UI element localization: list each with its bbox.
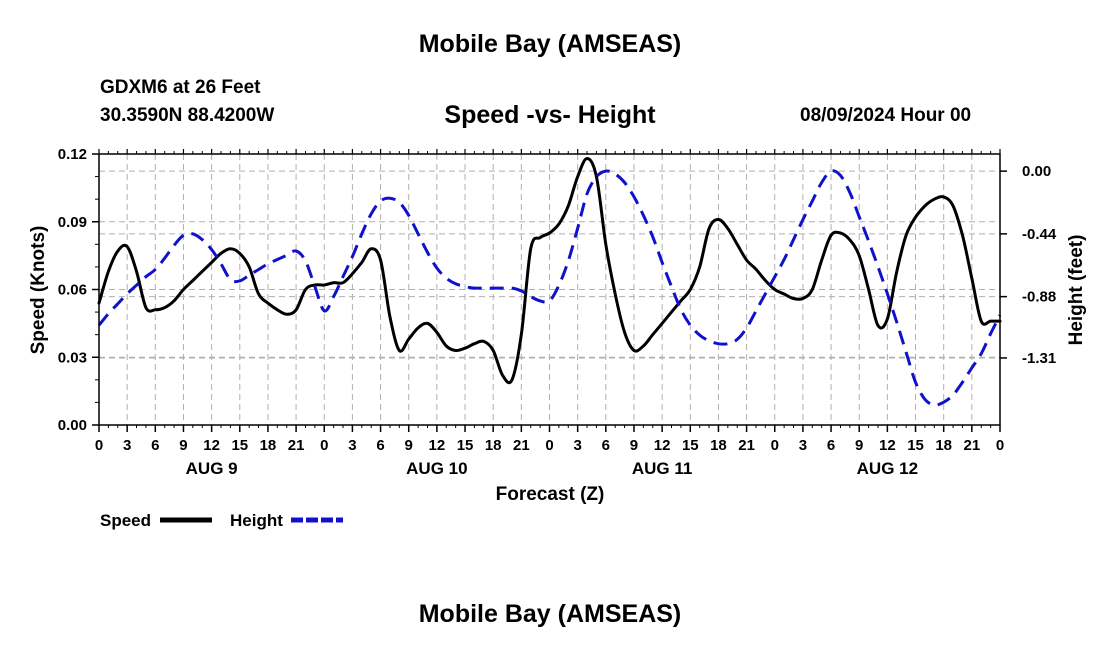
x-axis-title: Forecast (Z) bbox=[496, 484, 605, 505]
main-title: Mobile Bay (AMSEAS) bbox=[418, 30, 682, 58]
day-label: AUG 9 bbox=[186, 459, 238, 478]
x-tick-label: 6 bbox=[827, 437, 835, 454]
x-tick-label: 15 bbox=[907, 437, 924, 454]
day-label: AUG 10 bbox=[406, 459, 467, 478]
y2-tick-label: -0.88 bbox=[1022, 289, 1056, 306]
x-tick-label: 12 bbox=[203, 437, 220, 454]
x-tick-label: 12 bbox=[429, 437, 446, 454]
axis-ticks bbox=[92, 149, 1007, 432]
x-tick-label: 21 bbox=[288, 437, 305, 454]
y2-tick-label: -1.31 bbox=[1022, 350, 1056, 367]
x-tick-label: 18 bbox=[485, 437, 502, 454]
x-tick-label: 6 bbox=[602, 437, 610, 454]
x-tick-label: 0 bbox=[545, 437, 553, 454]
series-layer bbox=[97, 157, 1002, 407]
x-tick-label: 9 bbox=[855, 437, 863, 454]
x-tick-label: 0 bbox=[320, 437, 328, 454]
x-tick-label: 9 bbox=[630, 437, 638, 454]
speed-series-line bbox=[97, 157, 1002, 385]
x-tick-label: 3 bbox=[123, 437, 131, 454]
x-tick-label: 6 bbox=[376, 437, 384, 454]
x-tick-label: 15 bbox=[457, 437, 474, 454]
x-tick-label: 0 bbox=[771, 437, 779, 454]
bottom-title: Mobile Bay (AMSEAS) bbox=[418, 600, 682, 628]
y-tick-label: 0.12 bbox=[58, 146, 87, 163]
x-tick-label: 18 bbox=[935, 437, 952, 454]
y-tick-label: 0.06 bbox=[58, 282, 87, 299]
y-axis-title: Speed (Knots) bbox=[28, 226, 49, 355]
x-tick-label: 3 bbox=[573, 437, 581, 454]
day-label: AUG 12 bbox=[857, 459, 918, 478]
x-tick-label: 6 bbox=[151, 437, 159, 454]
x-tick-label: 12 bbox=[879, 437, 896, 454]
day-label: AUG 11 bbox=[632, 459, 692, 478]
x-tick-label: 9 bbox=[405, 437, 413, 454]
coordinates-label: 30.3590N 88.4200W bbox=[100, 105, 275, 126]
y2-axis-title: Height (feet) bbox=[1066, 235, 1087, 346]
legend-height-label: Height bbox=[230, 511, 283, 530]
grid-lines bbox=[99, 154, 1000, 425]
forecast-datetime: 08/09/2024 Hour 00 bbox=[800, 105, 972, 126]
x-tick-label: 12 bbox=[654, 437, 671, 454]
legend: Speed Height bbox=[100, 511, 343, 530]
x-tick-label: 0 bbox=[95, 437, 103, 454]
x-tick-label: 21 bbox=[964, 437, 981, 454]
x-tick-label: 18 bbox=[260, 437, 277, 454]
y-tick-label: 0.03 bbox=[58, 349, 87, 366]
legend-speed-label: Speed bbox=[100, 511, 151, 530]
y-tick-label: 0.09 bbox=[58, 214, 87, 231]
x-tick-label: 18 bbox=[710, 437, 727, 454]
x-tick-label: 3 bbox=[799, 437, 807, 454]
x-tick-label: 15 bbox=[231, 437, 248, 454]
y-tick-label: 0.00 bbox=[58, 417, 87, 434]
axis-labels: 0 3 6 9 12 15 18 21 0 3 6 9 12 15 18 21 0 3 6 9 12 15 18 21 0 3 6 9… bbox=[58, 146, 1057, 478]
x-tick-label: 3 bbox=[348, 437, 356, 454]
y2-tick-label: -0.44 bbox=[1022, 226, 1057, 243]
height-series-line bbox=[97, 169, 1002, 407]
x-tick-label: 15 bbox=[682, 437, 699, 454]
x-tick-label: 9 bbox=[179, 437, 187, 454]
chart-title: Speed -vs- Height bbox=[444, 101, 656, 129]
station-label: GDXM6 at 26 Feet bbox=[100, 77, 261, 98]
y2-tick-label: 0.00 bbox=[1022, 163, 1051, 180]
x-tick-label: 0 bbox=[996, 437, 1004, 454]
x-tick-label: 21 bbox=[738, 437, 755, 454]
x-tick-label: 21 bbox=[513, 437, 530, 454]
